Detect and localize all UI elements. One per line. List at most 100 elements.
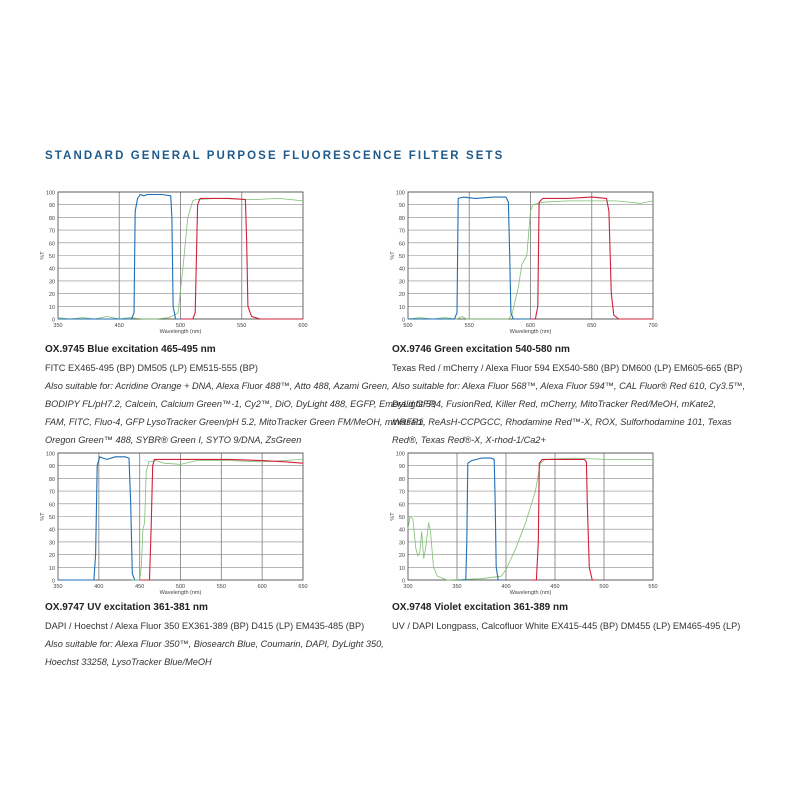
- product-title: OX.9746 Green excitation 540-580 nm: [392, 344, 570, 355]
- y-axis-label: %T: [40, 512, 46, 521]
- y-tick-label: 70: [399, 229, 405, 235]
- x-tick-label: 650: [587, 323, 596, 329]
- y-tick-label: 10: [49, 566, 55, 572]
- compatible-dyes: Oregon Green™ 488, SYBR® Green I, SYTO 9…: [45, 435, 302, 445]
- plot-border: [57, 452, 304, 581]
- x-tick-label: 550: [465, 323, 474, 329]
- y-tick-label: 60: [49, 502, 55, 508]
- x-tick-label: 350: [53, 323, 62, 329]
- y-axis-label: %T: [390, 512, 396, 521]
- y-tick-label: 40: [49, 528, 55, 534]
- x-tick-label: 500: [403, 323, 412, 329]
- series-line-emission: [530, 458, 597, 581]
- y-tick-label: 50: [49, 254, 55, 260]
- product-title: OX.9747 UV excitation 361-381 nm: [45, 602, 208, 613]
- y-tick-label: 100: [46, 191, 55, 197]
- compatible-dyes: Also suitable for: Acridine Orange + DNA…: [45, 381, 390, 391]
- y-tick-label: 70: [399, 490, 405, 496]
- y-tick-label: 40: [399, 267, 405, 273]
- x-tick-label: 550: [648, 584, 657, 590]
- y-tick-label: 20: [49, 292, 55, 298]
- page-title: STANDARD GENERAL PURPOSE FLUORESCENCE FI…: [45, 150, 505, 162]
- y-tick-label: 60: [49, 241, 55, 247]
- x-tick-label: 450: [115, 323, 124, 329]
- x-axis-label: Wavelength (nm): [160, 590, 202, 596]
- y-axis-label: %T: [40, 251, 46, 260]
- product-ox9748: OX.9748 Violet excitation 361-389 nm UV …: [392, 599, 742, 635]
- chart-svg: 0 10 20 30 40 50 60 70 80 90 100 300 350 400 450 500 550…: [390, 452, 658, 597]
- y-tick-label: 90: [399, 203, 405, 209]
- chart-ox9746: 0 10 20 30 40 50 60 70 80 90 100 500 550 600 650 700 Wav…: [380, 185, 680, 336]
- x-tick-label: 500: [176, 323, 185, 329]
- product-ox9745: OX.9745 Blue excitation 465-495 nm FITC …: [45, 341, 436, 449]
- series-line-emission: [530, 196, 653, 320]
- y-tick-label: 70: [49, 490, 55, 496]
- y-tick-label: 60: [399, 241, 405, 247]
- y-tick-label: 100: [396, 191, 405, 197]
- y-tick-label: 10: [399, 305, 405, 311]
- y-tick-label: 80: [399, 477, 405, 483]
- x-tick-label: 450: [550, 584, 559, 590]
- series-line-excitation: [58, 193, 181, 320]
- compatible-dyes: FAM, FITC, Fluo-4, GFP LysoTracker Green…: [45, 417, 426, 427]
- x-axis-label: Wavelength (nm): [510, 590, 552, 596]
- series-line-excitation: [58, 456, 140, 581]
- y-tick-label: 90: [399, 464, 405, 470]
- product-title: OX.9745 Blue excitation 465-495 nm: [45, 344, 216, 355]
- y-tick-label: 90: [49, 203, 55, 209]
- y-tick-label: 0: [52, 579, 55, 585]
- y-tick-label: 100: [396, 452, 405, 458]
- y-tick-label: 90: [49, 464, 55, 470]
- y-tick-label: 50: [399, 515, 405, 521]
- y-tick-label: 80: [49, 477, 55, 483]
- y-tick-label: 50: [49, 515, 55, 521]
- x-tick-label: 400: [94, 584, 103, 590]
- x-tick-label: 350: [452, 584, 461, 590]
- y-tick-label: 20: [399, 292, 405, 298]
- x-axis-label: Wavelength (nm): [160, 329, 202, 335]
- series-line-excitation: [408, 196, 531, 320]
- x-tick-label: 600: [258, 584, 267, 590]
- y-tick-label: 40: [399, 528, 405, 534]
- series-line-dichroic: [407, 200, 654, 320]
- chart-ox9747: 0 10 20 30 40 50 60 70 80 90 100 350 400 450 500 550 600…: [30, 446, 330, 597]
- product-title: OX.9748 Violet excitation 361-389 nm: [392, 602, 569, 613]
- y-tick-label: 40: [49, 267, 55, 273]
- y-tick-label: 0: [52, 318, 55, 324]
- x-tick-label: 450: [135, 584, 144, 590]
- y-tick-label: 30: [399, 540, 405, 546]
- y-tick-label: 60: [399, 502, 405, 508]
- y-tick-label: 10: [49, 305, 55, 311]
- y-tick-label: 10: [399, 566, 405, 572]
- x-tick-label: 600: [298, 323, 307, 329]
- chart-svg: 0 10 20 30 40 50 60 70 80 90 100 350 400 450 500 550 600…: [40, 452, 308, 597]
- y-tick-label: 20: [49, 553, 55, 559]
- x-tick-label: 550: [237, 323, 246, 329]
- x-tick-label: 500: [599, 584, 608, 590]
- product-ox9746: OX.9746 Green excitation 540-580 nm Texa…: [392, 341, 746, 449]
- y-tick-label: 50: [399, 254, 405, 260]
- y-tick-label: 0: [402, 318, 405, 324]
- product-spec: FITC EX465-495 (BP) DM505 (LP) EM515-555…: [45, 363, 258, 373]
- y-tick-label: 0: [402, 579, 405, 585]
- x-tick-label: 600: [526, 323, 535, 329]
- y-tick-label: 30: [49, 540, 55, 546]
- chart-ox9745: 0 10 20 30 40 50 60 70 80 90 100 350 450 500 550 600 Wav…: [30, 185, 330, 336]
- chart-svg: 0 10 20 30 40 50 60 70 80 90 100 350 450 500 550 600 Wav…: [40, 191, 308, 336]
- y-axis-label: %T: [390, 251, 396, 260]
- x-tick-label: 300: [403, 584, 412, 590]
- product-ox9747: OX.9747 UV excitation 361-381 nm DAPI / …: [45, 599, 395, 671]
- y-tick-label: 20: [399, 553, 405, 559]
- y-tick-label: 30: [399, 279, 405, 285]
- y-tick-label: 70: [49, 229, 55, 235]
- y-tick-label: 30: [49, 279, 55, 285]
- series-line-emission: [180, 197, 303, 320]
- x-tick-label: 350: [53, 584, 62, 590]
- x-tick-label: 400: [501, 584, 510, 590]
- y-tick-label: 80: [399, 216, 405, 222]
- compatible-dyes: Also suitable for: Alexa Fluor 568™, Ale…: [392, 381, 746, 391]
- x-axis-label: Wavelength (nm): [510, 329, 552, 335]
- chart-svg: 0 10 20 30 40 50 60 70 80 90 100 500 550 600 650 700 Wav…: [390, 191, 658, 336]
- compatible-dyes: mRFP1, ReAsH-CCPGCC, Rhodamine Red™-X, R…: [392, 417, 732, 427]
- compatible-dyes: Hoechst 33258, LysoTracker Blue/MeOH: [45, 657, 212, 667]
